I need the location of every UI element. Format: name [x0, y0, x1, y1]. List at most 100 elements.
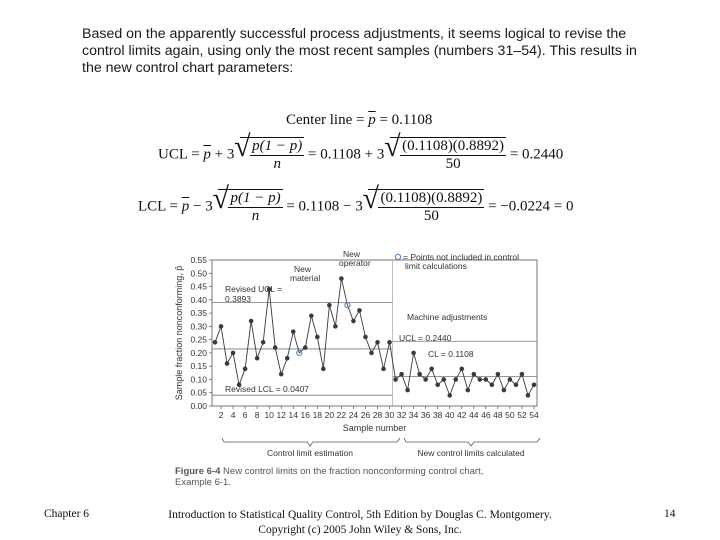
data-point	[447, 393, 453, 398]
x-tick-label: 20	[325, 410, 335, 420]
data-point	[417, 371, 422, 377]
excluded-point	[296, 349, 303, 357]
x-tick-label: 10	[264, 410, 274, 420]
bracket-new-limits	[403, 437, 541, 447]
data-point	[212, 339, 218, 345]
x-tick-label: 44	[469, 410, 479, 420]
data-point	[218, 324, 224, 329]
data-point	[405, 387, 410, 393]
data-point	[393, 377, 398, 382]
footer-book-line1: Introduction to Statistical Quality Cont…	[168, 509, 552, 521]
x-tick-label: 52	[517, 410, 527, 420]
data-point	[236, 382, 242, 388]
data-point	[357, 308, 362, 313]
data-point	[435, 382, 440, 388]
data-point	[260, 339, 266, 345]
lcl-step: = 0.1108 − 3	[282, 198, 363, 215]
y-tick-label: 0.00	[190, 401, 207, 411]
x-tick-label: 30	[385, 410, 395, 420]
data-point	[495, 371, 501, 377]
x-tick-label: 14	[289, 410, 299, 420]
ucl-num-values: (0.1108)(0.8892)	[402, 138, 505, 154]
data-point	[375, 339, 380, 345]
data-point	[459, 366, 465, 372]
lcl-pbar: p	[181, 198, 190, 215]
footer-book-line2: Copyright (c) 2005 John Wiley & Sons, In…	[258, 524, 462, 536]
ucl-equation: UCL = p + 3 p(1 − p)n = 0.1108 + 3 (0.11…	[158, 132, 564, 173]
ucl-pbar: p	[203, 146, 211, 163]
data-point	[525, 393, 531, 398]
x-tick-label: 46	[481, 410, 491, 420]
x-tick-label: 16	[301, 410, 311, 420]
caption-figure: Figure 6-4	[175, 466, 221, 477]
x-tick-label: 42	[457, 410, 467, 420]
annotation-new-control-limits: New control limits calculated	[417, 448, 525, 458]
x-axis-label: Sample number	[343, 423, 407, 433]
y-tick-label: 0.55	[190, 255, 207, 265]
x-tick-label: 22	[337, 410, 347, 420]
data-point	[465, 387, 471, 393]
x-tick-label: 8	[255, 410, 260, 420]
data-point	[242, 366, 248, 372]
ucl-label: UCL =	[158, 146, 204, 163]
data-point	[333, 324, 338, 329]
x-tick-label: 36	[421, 410, 431, 420]
annotation-new-material: New	[294, 264, 312, 274]
data-point	[339, 276, 344, 281]
lcl-sqrt-values: (0.1108)(0.8892)50	[362, 184, 485, 225]
ucl-sqrt-formula: p(1 − p)n	[234, 132, 305, 173]
center-line-equation: Center line = p = 0.1108	[286, 112, 432, 129]
x-tick-label: 32	[397, 410, 407, 420]
bracket-estimation	[221, 437, 401, 447]
excluded-point	[344, 302, 351, 309]
x-tick-label: 50	[505, 410, 515, 420]
ucl-step: = 0.1108 + 3	[304, 146, 385, 163]
data-point	[513, 382, 519, 388]
data-point	[309, 313, 314, 319]
ucl-plus3: + 3	[210, 146, 235, 163]
lcl-equation: LCL = p − 3 p(1 − p)n = 0.1108 − 3 (0.11…	[138, 184, 574, 225]
x-tick-label: 12	[276, 410, 286, 420]
data-point	[230, 350, 236, 356]
ucl-num-formula: p(1 − p)	[252, 138, 303, 154]
x-tick-label: 2	[219, 410, 224, 420]
y-tick-label: 0.45	[190, 282, 207, 292]
x-tick-label: 48	[493, 410, 503, 420]
intro-paragraph: Based on the apparently successful proce…	[82, 26, 637, 76]
x-tick-label: 24	[349, 410, 359, 420]
lcl-den-n: n	[228, 207, 283, 225]
data-point	[453, 377, 459, 382]
ucl-result: = 0.2440	[506, 146, 564, 163]
data-point	[519, 371, 525, 377]
data-point	[327, 302, 332, 308]
legend-text: limit calculations	[405, 261, 467, 271]
annotation-revised-lcl: Revised LCL = 0.0407	[225, 384, 309, 394]
lcl-label: LCL =	[138, 198, 182, 215]
data-point	[290, 329, 296, 334]
data-point	[531, 382, 537, 388]
y-tick-label: 0.40	[190, 295, 207, 305]
annotation-ucl: UCL = 0.2440	[399, 333, 452, 343]
data-point	[284, 355, 290, 361]
ucl-den-50: 50	[400, 155, 507, 173]
control-chart: 0.00 0.05 0.10 0.15 0.20 0.25 0.30 0.35 0.40 0.45…	[174, 249, 541, 458]
center-prefix: Center line =	[286, 112, 369, 128]
x-tick-label: 40	[445, 410, 455, 420]
annotation-new-operator: New	[343, 249, 361, 259]
data-point	[423, 377, 428, 382]
x-tick-label: 4	[231, 410, 236, 420]
data-point	[248, 318, 254, 324]
annotation-new-operator: operator	[339, 258, 371, 268]
data-point	[507, 377, 513, 382]
x-tick-label: 6	[243, 410, 248, 420]
legend-excluded-marker	[394, 253, 402, 261]
data-point	[363, 334, 368, 340]
x-tick-label: 28	[373, 410, 383, 420]
lcl-num-values: (0.1108)(0.8892)	[380, 190, 483, 206]
plot-frame	[211, 259, 538, 407]
annotation-cl: CL = 0.1108	[428, 349, 474, 359]
x-tick-label: 26	[361, 410, 371, 420]
y-tick-label: 0.05	[190, 388, 207, 398]
data-point	[471, 371, 477, 377]
y-tick-label: 0.10	[190, 374, 207, 384]
